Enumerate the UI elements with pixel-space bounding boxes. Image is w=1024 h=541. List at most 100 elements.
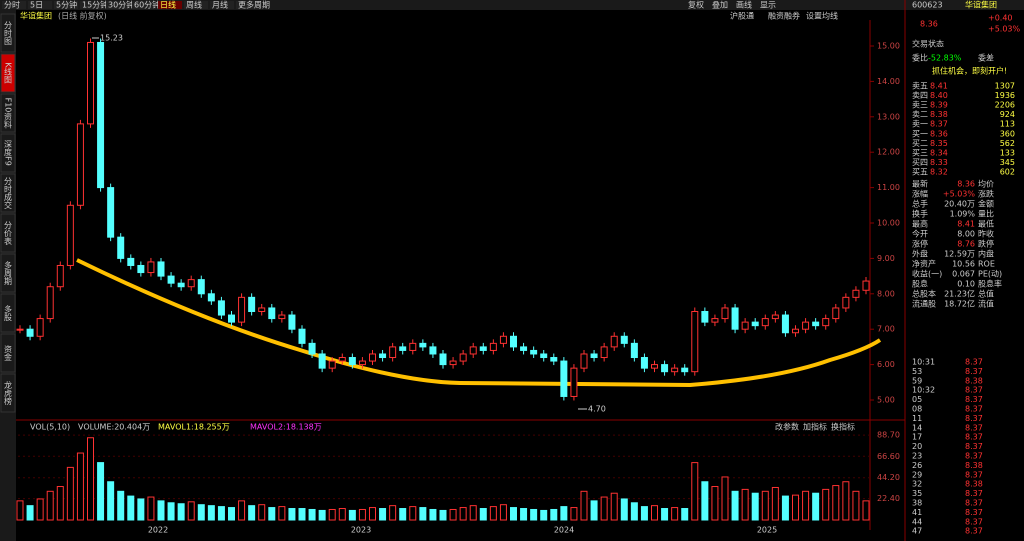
side-tab[interactable]: 龙虎榜 xyxy=(4,380,13,406)
candle xyxy=(268,307,276,320)
candle xyxy=(721,307,729,320)
side-tab[interactable]: 深度F9 xyxy=(4,140,13,166)
candle xyxy=(379,353,387,359)
book-volume: 113 xyxy=(1000,120,1015,129)
candle xyxy=(87,41,94,125)
book-price: 8.35 xyxy=(930,139,948,148)
candle xyxy=(217,300,225,316)
candle xyxy=(66,204,74,266)
candle xyxy=(661,364,669,373)
stat-label: 昨收 xyxy=(978,229,994,239)
candle xyxy=(137,264,145,274)
volume-bar xyxy=(489,506,497,521)
side-tab[interactable]: F10资料 xyxy=(4,98,13,130)
candle xyxy=(620,335,628,344)
ratio: -52.83% xyxy=(928,54,962,63)
side-tab[interactable]: 多股 xyxy=(4,304,13,322)
candle xyxy=(16,328,24,331)
volume-bar xyxy=(691,462,699,521)
candle xyxy=(640,357,648,369)
side-tab[interactable]: 分时图 xyxy=(4,21,13,46)
volume-bar xyxy=(580,490,588,521)
trade-time: 08 xyxy=(912,405,922,414)
vol-button[interactable]: 改参数 xyxy=(775,422,799,432)
volume-bar xyxy=(107,481,115,521)
period-tab[interactable]: 月线 xyxy=(212,0,228,10)
vol-legend: VOL(5,10) xyxy=(30,423,70,432)
book-price: 8.34 xyxy=(930,149,948,158)
v-tick-label: 44.20 xyxy=(877,473,900,482)
vol-button[interactable]: 换指标 xyxy=(831,422,855,432)
header-button[interactable]: 设置均线 xyxy=(806,11,838,21)
trade-time: 47 xyxy=(912,527,922,536)
y-tick-label: 13.00 xyxy=(877,112,900,121)
volume-bar xyxy=(228,507,235,521)
book-label: 买一 xyxy=(912,130,928,139)
book-volume: 345 xyxy=(1000,158,1015,167)
side-tab[interactable]: 分价表 xyxy=(4,221,13,246)
stat-value: +5.03% xyxy=(943,190,976,199)
tool-button[interactable]: 叠加 xyxy=(712,0,728,10)
v-tick-label: 88.70 xyxy=(877,431,900,440)
vol-button[interactable]: 加指标 xyxy=(803,422,827,432)
stat-label: 股息率 xyxy=(978,279,1002,289)
candle xyxy=(560,360,568,397)
trade-price: 8.37 xyxy=(965,527,983,536)
period-tab[interactable]: 更多周期 xyxy=(238,0,270,10)
volume-bar xyxy=(862,500,870,521)
period-tab[interactable]: 5日 xyxy=(30,1,43,10)
volume-bar xyxy=(530,508,538,521)
book-volume: 133 xyxy=(1000,149,1015,158)
period-tab[interactable]: 5分钟 xyxy=(56,0,77,10)
stat-label: PE(动) xyxy=(978,269,1002,279)
side-tab[interactable]: K线图 xyxy=(4,62,13,84)
candle xyxy=(792,328,799,334)
candle xyxy=(751,321,759,327)
period-tab[interactable]: 30分钟 xyxy=(108,0,134,10)
tool-button[interactable]: 复权 xyxy=(688,0,704,10)
tool-button[interactable]: 画线 xyxy=(736,0,752,10)
period-tab[interactable]: 日线 xyxy=(160,0,176,10)
volume-bar xyxy=(711,486,719,521)
header-button[interactable]: 融资融券 xyxy=(768,11,800,21)
trade-time: 26 xyxy=(912,461,922,470)
stat-label: 净资产 xyxy=(912,259,936,269)
period-tab[interactable]: 周线 xyxy=(186,0,202,10)
candle xyxy=(26,328,34,337)
candle xyxy=(489,342,497,351)
volume-bar xyxy=(640,506,648,521)
stat-label: 总手 xyxy=(912,199,928,209)
vol-legend: VOLUME:20.404万 xyxy=(78,423,150,432)
book-volume: 562 xyxy=(1000,139,1015,148)
candle xyxy=(157,261,165,277)
period-tab[interactable]: 分时 xyxy=(4,0,20,10)
year-label: 2022 xyxy=(148,526,168,535)
header-button[interactable]: 沪股通 xyxy=(730,11,754,21)
tab-bg xyxy=(106,1,130,9)
v-tick-label: 22.40 xyxy=(877,494,900,503)
book-label: 卖二 xyxy=(912,110,928,119)
trade-time: 10:32 xyxy=(912,386,935,395)
period-tab[interactable]: 15分钟 xyxy=(82,0,108,10)
candle xyxy=(681,367,689,373)
stat-label: 流值 xyxy=(978,299,994,309)
book-volume: 602 xyxy=(1000,168,1015,177)
candle xyxy=(469,346,477,355)
side-tab[interactable]: 分时成交 xyxy=(4,177,13,210)
stat-label: 最高 xyxy=(912,219,928,229)
candle xyxy=(76,123,84,206)
side-tab[interactable]: 资金 xyxy=(4,344,13,361)
tool-button[interactable]: 显示 xyxy=(760,1,776,10)
vol-legend: MAVOL2:18.138万 xyxy=(250,423,322,432)
period-tab[interactable]: 60分钟 xyxy=(134,0,160,10)
trade-price: 8.37 xyxy=(965,433,983,442)
stat-value: 1.09% xyxy=(950,210,976,219)
side-tab[interactable]: 多周期 xyxy=(4,260,13,286)
volume-bar xyxy=(842,481,850,521)
volume-bar xyxy=(288,508,296,521)
volume-bar xyxy=(751,492,759,521)
candle xyxy=(338,357,346,362)
side-tab-bg xyxy=(0,53,16,93)
trade-time: 20 xyxy=(912,442,922,451)
